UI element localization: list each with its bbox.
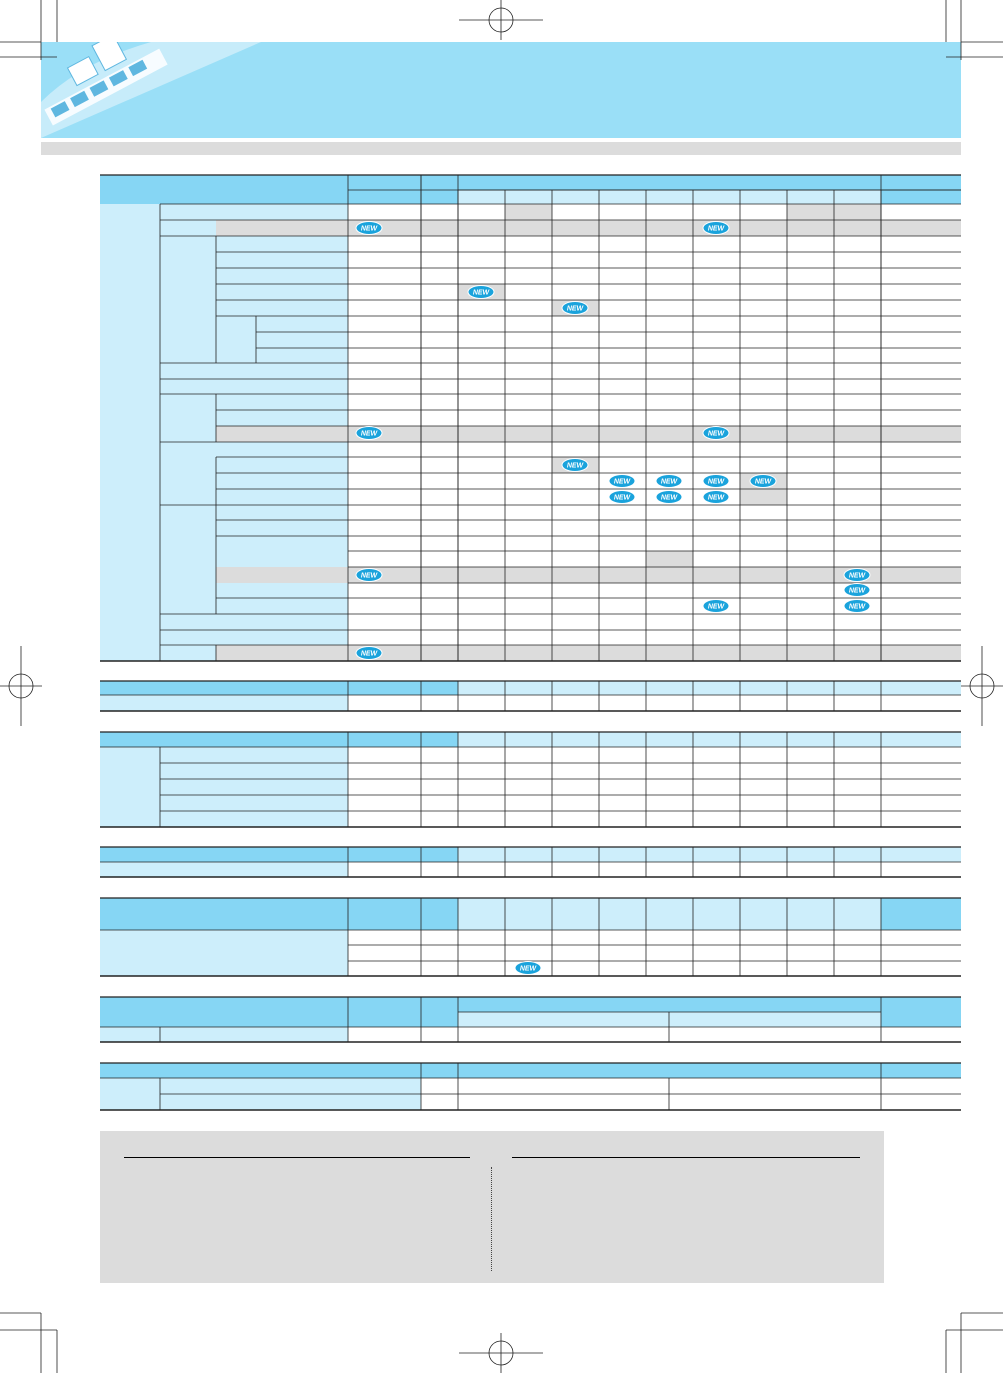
new-badge-icon: NEW [702,599,730,613]
new-badge-icon: NEW [355,568,383,582]
new-badge-icon: NEW [702,426,730,440]
table2-label [100,695,348,711]
new-badge-label: NEW [849,573,867,580]
new-badge-icon: NEW [655,490,683,504]
table5-header [100,898,458,930]
header-strip [41,142,961,155]
table6-header [458,997,881,1012]
new-badge-label: NEW [708,495,726,502]
table6-label [100,1027,348,1042]
new-badge-label: NEW [708,479,726,486]
new-badge-label: NEW [567,463,585,470]
table3-label [100,747,348,827]
new-badge-label: NEW [708,226,726,233]
table1-header [348,190,421,204]
table4-label [100,862,348,877]
note-rule-right [512,1157,860,1158]
new-badge-icon: NEW [702,221,730,235]
table6-header [100,997,458,1027]
new-badge-label: NEW [661,479,679,486]
new-badge-label: NEW [708,431,726,438]
new-badge-label: NEW [755,479,773,486]
new-badge-label: NEW [849,588,867,595]
new-badge-icon: NEW [608,474,636,488]
table1-header [100,175,961,190]
table2-header-data [458,681,961,695]
grey-cell [646,551,693,567]
new-badge-icon: NEW [843,599,871,613]
grey-cell [787,204,834,220]
table7-header [100,1063,961,1078]
table6-subheader [458,1012,881,1027]
grey-cell [740,489,787,505]
new-badge-icon: NEW [702,490,730,504]
new-badge-label: NEW [520,966,538,973]
new-badge-icon: NEW [702,474,730,488]
table3-header-data [458,732,961,747]
table5-label [100,930,348,976]
new-badge-icon: NEW [561,301,589,315]
new-badge-label: NEW [361,431,379,438]
new-badge-icon: NEW [749,474,777,488]
new-badge-label: NEW [473,290,491,297]
new-badge-icon: NEW [655,474,683,488]
table1-group-column [100,204,160,661]
new-badge-icon: NEW [355,426,383,440]
table1-header [881,190,961,204]
new-badge-icon: NEW [843,568,871,582]
highlight-row [216,567,961,583]
new-badge-icon: NEW [355,646,383,660]
new-badge-icon: NEW [561,458,589,472]
table1-subheader [458,190,961,204]
table1-header [100,190,348,204]
new-badge-label: NEW [614,495,632,502]
table1-header [421,190,458,204]
new-badge-icon: NEW [843,583,871,597]
new-badge-label: NEW [361,651,379,658]
table6-header [881,997,961,1027]
note-rule-left [124,1157,470,1158]
table4-header-data [458,847,961,862]
new-badge-icon: NEW [355,221,383,235]
highlight-row [216,645,961,661]
components-illustration-icon [41,42,261,138]
new-badge-icon: NEW [608,490,636,504]
grey-cell [505,204,552,220]
new-badge-label: NEW [567,306,585,313]
note-divider [491,1167,492,1271]
highlight-row [216,426,961,442]
notes-panel [100,1131,884,1283]
table5-header [881,898,961,930]
new-badge-label: NEW [849,604,867,611]
highlight-row [348,220,961,236]
new-badge-label: NEW [361,226,379,233]
grey-cell [834,204,881,220]
new-badge-label: NEW [708,604,726,611]
new-badge-label: NEW [614,479,632,486]
table5-header-data [458,898,961,930]
new-badge-label: NEW [361,573,379,580]
new-badge-icon: NEW [467,285,495,299]
new-badge-label: NEW [661,495,679,502]
new-badge-icon: NEW [514,961,542,975]
